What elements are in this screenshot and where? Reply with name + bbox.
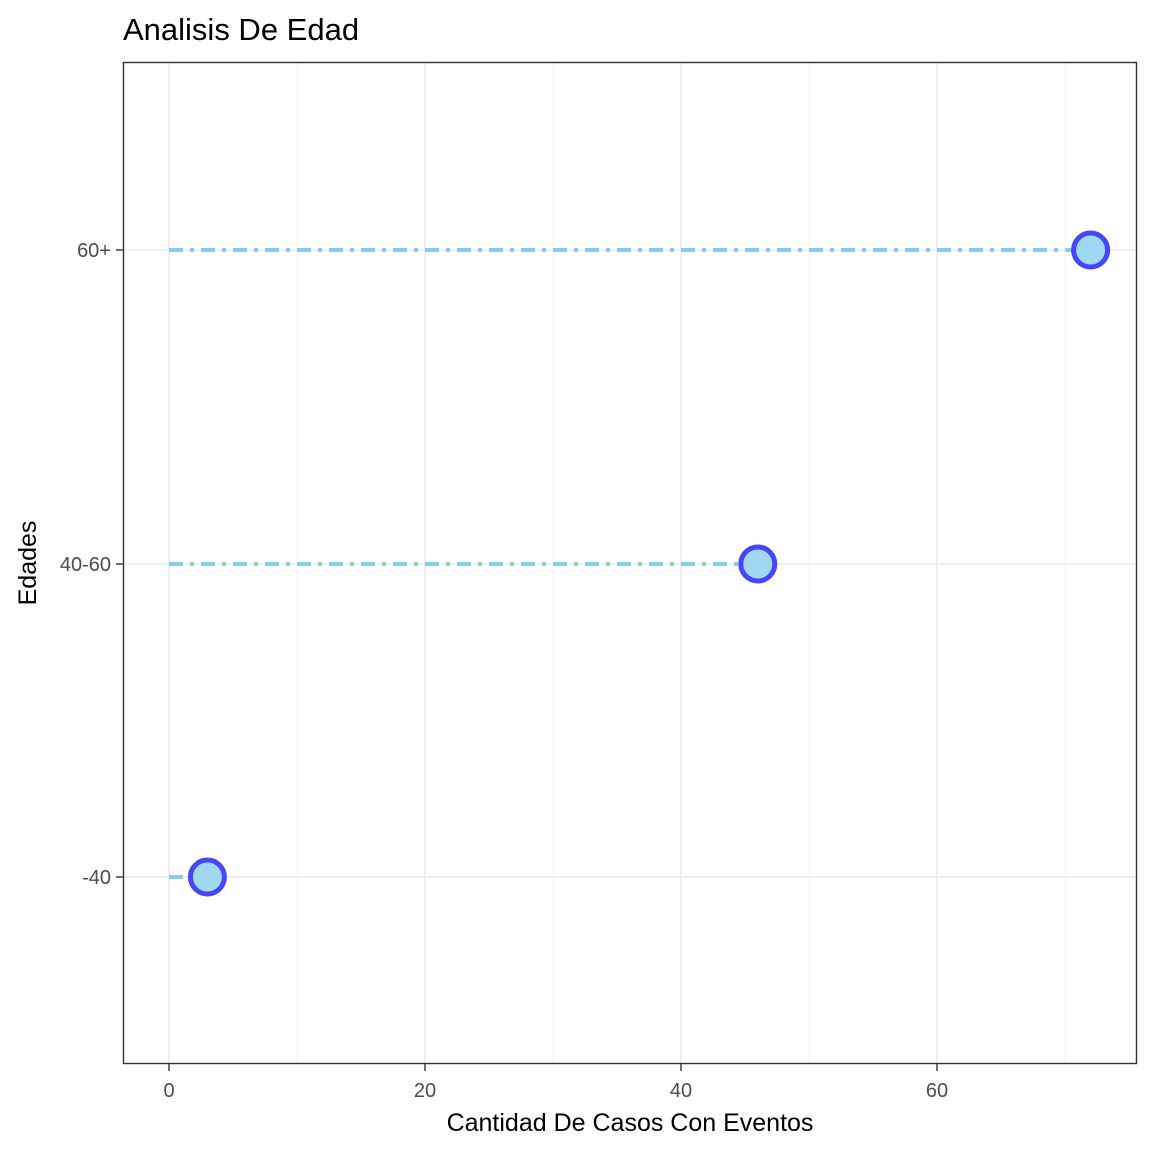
y-tick-label: -40 xyxy=(82,867,111,889)
lollipop-point-60+ xyxy=(1071,230,1111,270)
x-tick-label: 0 xyxy=(163,1080,174,1102)
x-tick-label: 40 xyxy=(670,1080,692,1102)
y-tick-label: 40-60 xyxy=(60,554,111,576)
x-axis-ticks: 0 20 40 60 xyxy=(163,1064,948,1102)
lollipop-point-40-60 xyxy=(738,544,778,584)
panel-border xyxy=(122,61,1138,1065)
y-tick-label: 60+ xyxy=(77,240,111,262)
lollipop-point--40 xyxy=(187,857,227,897)
x-tick-label: 20 xyxy=(414,1080,436,1102)
x-tick-label: 60 xyxy=(926,1080,948,1102)
x-axis-title: Cantidad De Casos Con Eventos xyxy=(447,1109,814,1137)
chart-title: Analisis De Edad xyxy=(123,12,359,47)
y-axis-title: Edades xyxy=(14,521,42,606)
y-axis-ticks: -40 40-60 60+ xyxy=(60,240,123,889)
lollipop-points xyxy=(187,230,1111,897)
